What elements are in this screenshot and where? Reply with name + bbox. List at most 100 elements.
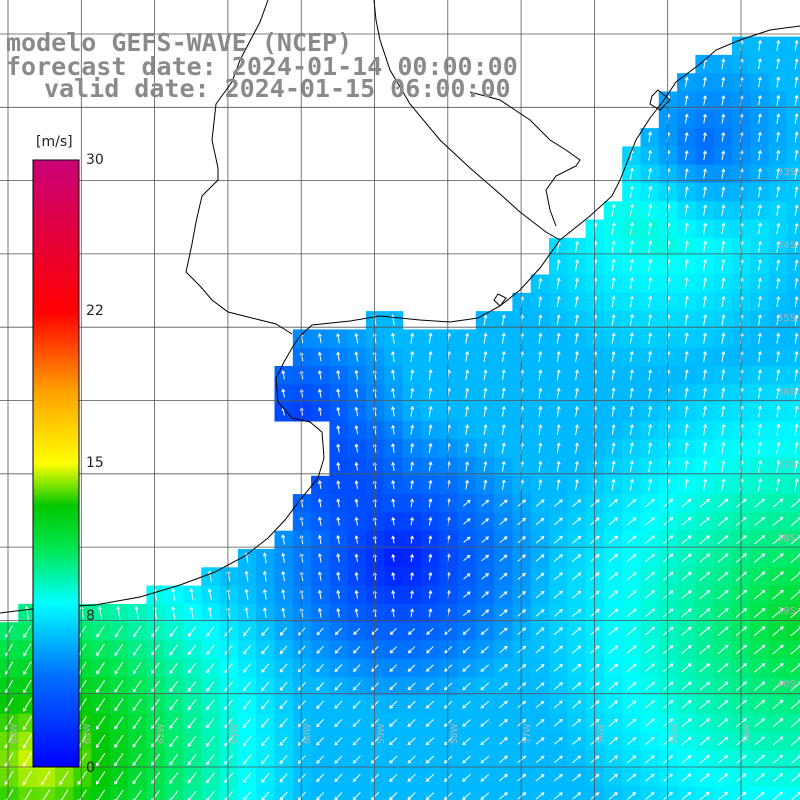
wind-arrow-head — [794, 350, 799, 355]
wind-arrow — [389, 700, 398, 709]
wind-arrow — [426, 628, 434, 635]
wind-arrow-head — [522, 682, 527, 686]
wind-arrow — [776, 388, 780, 399]
wind-arrow-head — [595, 682, 600, 686]
wind-arrow — [626, 718, 637, 727]
wind-arrow — [463, 591, 471, 598]
wind-arrow-head — [797, 755, 800, 759]
wind-arrow-head — [776, 477, 781, 482]
wind-arrow — [352, 737, 361, 746]
wind-arrow — [608, 773, 618, 782]
wind-arrow-head — [298, 631, 302, 636]
wind-arrow — [355, 425, 359, 435]
wind-arrow-head — [614, 792, 618, 796]
wind-arrow-head — [483, 332, 488, 337]
wind-arrow-head — [242, 650, 247, 655]
wind-arrow-head — [538, 424, 543, 428]
wind-cell — [786, 658, 800, 678]
wind-arrow-head — [132, 762, 137, 766]
wind-arrow-head — [444, 631, 449, 635]
wind-arrow — [132, 698, 142, 711]
wind-arrow — [337, 608, 340, 618]
wind-arrow — [703, 241, 707, 253]
wind-arrow-head — [410, 369, 415, 374]
wind-arrow — [699, 590, 710, 600]
wind-arrow-head — [632, 517, 637, 521]
wind-arrow-head — [556, 405, 561, 410]
wind-arrow-head — [465, 369, 470, 374]
wind-arrow — [794, 333, 798, 344]
wind-arrow-head — [706, 626, 711, 631]
wind-arrow — [151, 717, 161, 729]
wind-arrow-head — [466, 554, 471, 559]
wind-arrow — [206, 735, 215, 747]
wind-arrow-head — [391, 443, 396, 447]
wind-arrow — [681, 773, 691, 782]
wind-arrow-head — [684, 313, 689, 318]
wind-arrow — [684, 460, 688, 473]
wind-arrow-head — [501, 314, 506, 319]
wind-arrow — [721, 151, 725, 161]
wind-arrow — [699, 718, 710, 728]
wind-arrow-head — [577, 554, 582, 558]
wind-arrow-head — [669, 663, 674, 668]
wind-arrow-head — [650, 755, 655, 759]
wind-arrow-head — [669, 736, 674, 741]
wind-arrow — [794, 205, 798, 216]
wind-arrow — [721, 388, 725, 399]
wind-arrow-head — [408, 631, 412, 635]
wind-arrow-head — [776, 204, 781, 209]
wind-arrow-head — [352, 760, 357, 764]
wind-arrow-head — [575, 240, 580, 245]
wind-arrow-head — [150, 780, 155, 785]
wind-arrow-head — [648, 350, 653, 355]
wind-arrow — [498, 719, 508, 727]
wind-arrow — [187, 772, 197, 784]
wind-arrow-head — [703, 295, 708, 300]
wind-arrow — [279, 663, 288, 673]
wind-arrow — [298, 682, 306, 691]
wind-arrow-head — [794, 149, 799, 154]
wind-arrow — [556, 424, 560, 436]
wind-arrow — [754, 718, 765, 728]
wind-arrow-head — [503, 627, 508, 632]
wind-arrow — [78, 625, 87, 638]
wind-arrow — [483, 388, 487, 399]
wind-arrow — [758, 351, 761, 362]
wind-arrow-head — [371, 668, 375, 672]
wind-arrow — [681, 608, 692, 618]
coastline — [0, 25, 800, 614]
wind-arrow — [644, 737, 655, 746]
wind-arrow — [571, 590, 581, 599]
wind-arrow — [319, 352, 322, 362]
wind-arrow-head — [480, 759, 485, 764]
wind-arrow — [794, 260, 798, 271]
wind-arrow — [169, 698, 179, 711]
wind-arrow-head — [648, 185, 653, 190]
wind-arrow — [77, 679, 87, 693]
wind-cell — [786, 494, 800, 513]
wind-arrow-head — [371, 649, 376, 654]
wind-arrow-head — [779, 773, 784, 777]
wind-arrow — [480, 682, 490, 690]
wind-arrow — [480, 737, 490, 745]
wind-arrow-head — [703, 277, 708, 282]
wind-arrow-head — [684, 350, 689, 355]
wind-arrow-head — [757, 167, 762, 172]
wind-arrow-head — [776, 113, 781, 118]
wind-arrow-head — [577, 755, 582, 760]
wind-arrow-head — [611, 222, 616, 226]
wind-arrow — [629, 259, 633, 272]
wind-arrow — [316, 718, 325, 727]
wind-arrow — [626, 499, 636, 508]
wind-arrow — [499, 499, 508, 507]
wind-arrow-head — [410, 442, 415, 447]
wind-cell — [786, 402, 800, 422]
wind-arrow — [772, 608, 784, 618]
wind-arrow-head — [595, 700, 600, 705]
wind-arrow — [754, 791, 765, 800]
wind-arrow — [608, 755, 618, 764]
wind-arrow-head — [559, 663, 563, 668]
wind-arrow-head — [721, 150, 726, 155]
wind-arrow — [337, 352, 340, 362]
